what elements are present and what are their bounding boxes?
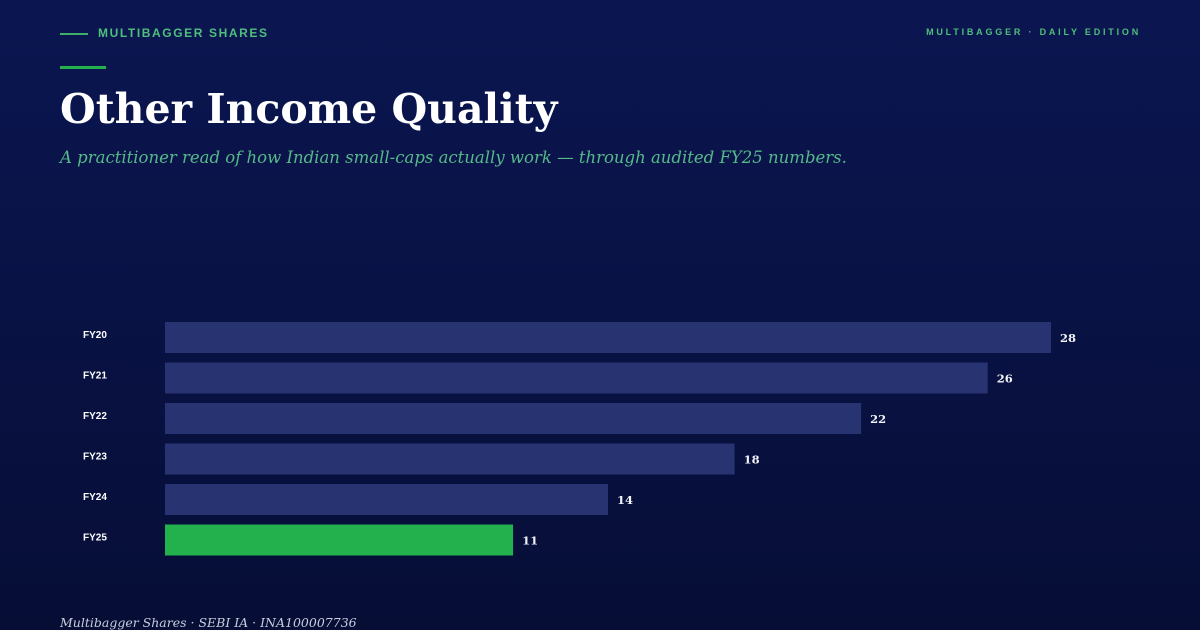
bar: [165, 403, 862, 434]
plot: FY20 28 FY21 26 FY22 22 FY23 18 FY24 14 FY25 11: [83, 322, 1076, 556]
bar: [165, 524, 514, 556]
category-label: FY21: [83, 371, 107, 382]
value-label: 14: [617, 493, 633, 507]
value-label: 28: [1060, 331, 1076, 345]
chart-title: Other Income Quality: [60, 85, 559, 133]
brand: MULTIBAGGER SHARES: [98, 26, 269, 40]
value-label: 11: [522, 534, 538, 548]
category-label: FY20: [83, 330, 107, 341]
category-label: FY23: [83, 452, 107, 463]
category-label: FY24: [83, 492, 107, 503]
bar: [165, 443, 735, 475]
value-label: 22: [870, 412, 886, 426]
bar: [165, 322, 1051, 353]
subtitle: A practitioner read of how Indian small-…: [58, 148, 847, 167]
edition: MULTIBAGGER · DAILY EDITION: [926, 27, 1141, 37]
bar: [165, 362, 988, 394]
category-label: FY25: [83, 533, 107, 544]
value-label: 18: [744, 453, 760, 467]
bar: [165, 484, 608, 515]
category-label: FY22: [83, 411, 107, 422]
value-label: 26: [997, 372, 1013, 386]
footer: Multibagger Shares · SEBI IA · INA100007…: [59, 615, 357, 630]
